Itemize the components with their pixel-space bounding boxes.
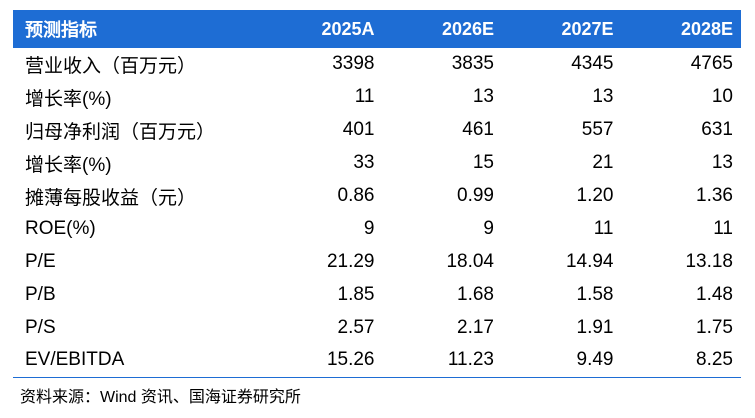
value-cell: 14.94 [565, 250, 614, 272]
value-cell: 18.04 [446, 250, 494, 272]
value-cell: 2.17 [457, 316, 494, 338]
table-row: 增长率(%) 33 15 21 13 [13, 147, 741, 180]
value-cell: 11.23 [447, 349, 494, 371]
forecast-table: 预测指标 2025A 2026E 2027E 2028E 营业收入（百万元） 33… [13, 10, 741, 377]
value-cell: 4345 [571, 53, 614, 75]
value-cell: 3398 [332, 53, 375, 75]
value-cell: 10 [711, 86, 733, 108]
table-body: 营业收入（百万元） 3398 3835 4345 4765 增长率(%) 11 13 13 10 归… [13, 48, 741, 377]
value-cell: 1.48 [696, 283, 733, 305]
row-label: EV/EBITDA [25, 349, 125, 371]
value-cell: 1.58 [576, 283, 614, 305]
forecast-table-frame: 预测指标 2025A 2026E 2027E 2028E 营业收入（百万元） 33… [13, 10, 741, 378]
value-cell: 11 [354, 86, 375, 108]
table-row: 归母净利润（百万元） 401 461 557 631 [13, 114, 741, 147]
value-cell: 461 [462, 119, 494, 141]
value-cell: 1.85 [337, 283, 375, 305]
header-cell-indicator: 预测指标 [13, 10, 263, 48]
row-label: 增长率(%) [25, 154, 112, 176]
table-row: ROE(%) 9 9 11 11 [13, 212, 741, 245]
value-cell: 0.99 [457, 185, 494, 206]
value-cell: 13 [711, 152, 733, 174]
value-cell: 1.91 [576, 316, 614, 338]
row-label: 归母净利润（百万元） [25, 121, 216, 143]
table-row: EV/EBITDA 15.26 11.23 9.49 8.25 [13, 344, 741, 377]
value-cell: 9 [483, 217, 494, 239]
value-cell: 15.26 [326, 349, 375, 371]
value-cell: 401 [342, 119, 375, 141]
header-cell-2025a: 2025A [263, 10, 383, 48]
value-cell: 33 [353, 152, 375, 174]
row-label: 营业收入（百万元） [25, 55, 197, 77]
value-cell: 0.86 [337, 185, 375, 206]
table-row: 摊薄每股收益（元） 0.86 0.99 1.20 1.36 [13, 180, 741, 213]
value-cell: 1.75 [696, 316, 733, 338]
value-cell: 8.25 [696, 349, 733, 371]
value-cell: 1.36 [696, 185, 733, 206]
header-cell-2027e: 2027E [502, 10, 622, 48]
table-row: P/S 2.57 2.17 1.91 1.75 [13, 311, 741, 344]
source-note: 资料来源：Wind 资讯、国海证券研究所 [20, 389, 301, 406]
value-cell: 21.29 [326, 250, 375, 272]
value-cell: 11 [593, 217, 614, 239]
table-row: 营业收入（百万元） 3398 3835 4345 4765 [13, 48, 741, 81]
value-cell: 13.18 [685, 250, 733, 272]
value-cell: 3835 [451, 53, 494, 75]
header-cell-2026e: 2026E [382, 10, 502, 48]
value-cell: 4765 [690, 53, 733, 75]
table-row: P/E 21.29 18.04 14.94 13.18 [13, 245, 741, 278]
value-cell: 13 [472, 86, 494, 108]
value-cell: 15 [472, 152, 494, 174]
row-label: ROE(%) [25, 217, 96, 239]
value-cell: 11 [713, 217, 733, 239]
value-cell: 21 [592, 152, 614, 174]
header-cell-2028e: 2028E [621, 10, 741, 48]
row-label: P/B [25, 283, 56, 305]
value-cell: 9.49 [576, 349, 614, 371]
row-label: P/E [25, 250, 56, 272]
value-cell: 557 [581, 119, 614, 141]
table-bottom-rule [13, 376, 741, 378]
value-cell: 1.20 [576, 185, 614, 206]
table-row: 增长率(%) 11 13 13 10 [13, 81, 741, 114]
table-header-row: 预测指标 2025A 2026E 2027E 2028E [13, 10, 741, 48]
value-cell: 1.68 [457, 283, 494, 305]
value-cell: 631 [701, 119, 733, 141]
value-cell: 2.57 [337, 316, 375, 338]
value-cell: 9 [363, 217, 375, 239]
value-cell: 13 [592, 86, 614, 108]
row-label: 摊薄每股收益（元） [25, 187, 197, 209]
row-label: P/S [25, 316, 56, 338]
table-row: P/B 1.85 1.68 1.58 1.48 [13, 278, 741, 311]
row-label: 增长率(%) [25, 88, 112, 110]
